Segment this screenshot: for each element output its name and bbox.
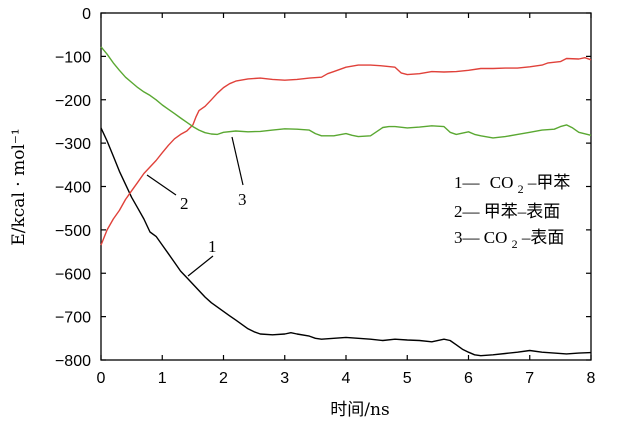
x-tick-label-0: 0: [97, 370, 106, 387]
tick-labels: 0 1 2 3 4 5 6 7 8 0 −100 −200 −300 −400 −500 −600 −700 −8…: [55, 6, 596, 387]
y-tick-label-4: −400: [55, 180, 91, 197]
legend-entry-1: 1— CO 2 –甲苯: [454, 173, 570, 197]
x-tick-label-1: 1: [158, 370, 167, 387]
x-tick-label-4: 4: [342, 370, 351, 387]
callout-leader-1: [187, 255, 214, 277]
legend-entry-3-text: CO: [484, 228, 508, 247]
x-tick-label-7: 7: [525, 370, 534, 387]
y-axis-title: E/kcal · mol⁻¹: [9, 128, 29, 245]
series-line-3: [100, 46, 592, 139]
legend-entry-1-text: CO: [490, 173, 514, 192]
x-tick-label-6: 6: [464, 370, 473, 387]
legend-entry-1-rest: –甲苯: [527, 173, 571, 192]
y-tick-label-6: −600: [55, 266, 91, 283]
y-tick-label-5: −500: [55, 223, 91, 240]
legend-entry-2-text: 甲苯–表面: [484, 202, 561, 221]
callout-label-1: 1: [208, 237, 217, 256]
x-axis-title: 时间/ns: [330, 400, 389, 420]
y-tick-label-0: 0: [82, 6, 91, 23]
legend-entry-1-number: 1—: [454, 173, 481, 192]
legend: 1— CO 2 –甲苯 2— 甲苯–表面 3— CO 2 –表面: [454, 173, 570, 252]
x-tick-label-8: 8: [587, 370, 596, 387]
y-tick-label-7: −700: [55, 310, 91, 327]
x-tick-label-3: 3: [280, 370, 289, 387]
legend-entry-3: 3— CO 2 –表面: [454, 228, 564, 252]
axis-ticks: [100, 12, 592, 361]
callout-leader-2: [146, 174, 177, 196]
callout-label-3: 3: [238, 190, 247, 209]
callouts: 1 2 3: [146, 136, 247, 277]
series-line-2: [100, 57, 592, 246]
series-layer: [100, 46, 592, 357]
legend-entry-3-number: 3—: [454, 228, 481, 247]
legend-entry-2: 2— 甲苯–表面: [454, 202, 560, 221]
y-tick-label-2: −200: [55, 93, 91, 110]
x-tick-label-5: 5: [403, 370, 412, 387]
legend-entry-3-rest: –表面: [521, 228, 565, 247]
series-line-1: [100, 127, 592, 357]
legend-entry-3-sub: 2: [512, 237, 518, 251]
callout-label-2: 2: [180, 194, 189, 213]
legend-entry-2-number: 2—: [454, 202, 481, 221]
y-tick-label-3: −300: [55, 136, 91, 153]
x-tick-label-2: 2: [219, 370, 228, 387]
y-tick-label-1: −100: [55, 49, 91, 66]
y-tick-label-8: −800: [55, 353, 91, 370]
legend-entry-1-sub: 2: [518, 182, 524, 196]
callout-leader-3: [231, 136, 244, 186]
